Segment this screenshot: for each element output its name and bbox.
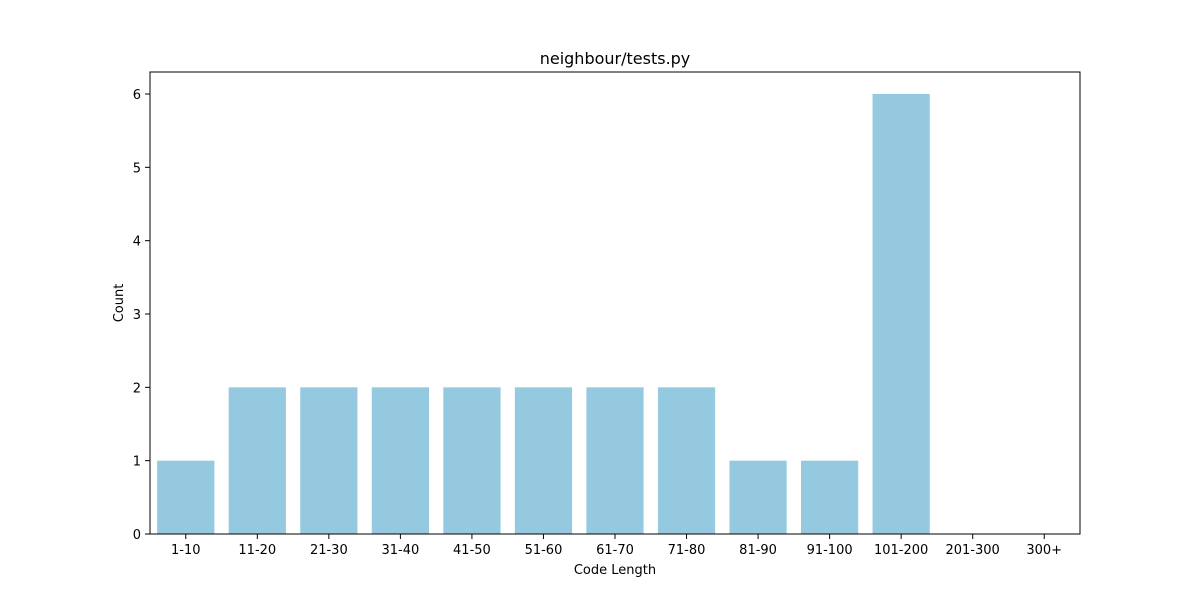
bar-81-90 bbox=[729, 460, 787, 534]
x-tick-label: 1-10 bbox=[171, 543, 201, 558]
y-tick-label: 2 bbox=[133, 381, 141, 396]
y-tick-label: 3 bbox=[133, 308, 141, 323]
bar-11-20 bbox=[228, 387, 286, 534]
x-tick-label: 91-100 bbox=[807, 543, 853, 558]
bars-group bbox=[157, 94, 930, 534]
y-tick-label: 4 bbox=[133, 235, 141, 250]
bar-91-100 bbox=[801, 460, 859, 534]
x-tick-label: 300+ bbox=[1026, 543, 1062, 558]
bar-71-80 bbox=[657, 387, 716, 534]
x-tick-label: 201-300 bbox=[946, 543, 1000, 558]
x-tick-label: 41-50 bbox=[453, 543, 491, 558]
y-tick-label: 1 bbox=[133, 455, 141, 470]
y-tick-label: 0 bbox=[133, 528, 141, 543]
x-tick-label: 21-30 bbox=[310, 543, 348, 558]
x-tick-label: 71-80 bbox=[668, 543, 706, 558]
x-tick-label: 31-40 bbox=[381, 543, 419, 558]
x-axis-label: Code Length bbox=[574, 563, 656, 578]
x-tick-label: 11-20 bbox=[238, 543, 276, 558]
x-tick-label: 51-60 bbox=[525, 543, 563, 558]
y-tick-label: 5 bbox=[133, 161, 141, 176]
y-axis-ticks: 0 1 2 3 4 5 6 bbox=[133, 88, 150, 543]
bar-1-10 bbox=[157, 460, 215, 534]
y-axis-label: Count bbox=[112, 284, 127, 323]
x-tick-label: 81-90 bbox=[739, 543, 777, 558]
bar-61-70 bbox=[586, 387, 644, 534]
bar-31-40 bbox=[371, 387, 429, 534]
y-tick-label: 6 bbox=[133, 88, 141, 103]
x-axis-ticks: 1-10 11-20 21-30 31-40 41-50 51-60 61-70 71-80 8… bbox=[171, 534, 1062, 558]
x-tick-label: 101-200 bbox=[874, 543, 928, 558]
bar-101-200 bbox=[872, 94, 930, 534]
bar-51-60 bbox=[514, 387, 573, 534]
plot-frame bbox=[149, 71, 1081, 535]
bar-21-30 bbox=[300, 387, 358, 534]
x-tick-label: 61-70 bbox=[596, 543, 634, 558]
bar-41-50 bbox=[443, 387, 501, 534]
chart-title: neighbour/tests.py bbox=[540, 49, 691, 68]
